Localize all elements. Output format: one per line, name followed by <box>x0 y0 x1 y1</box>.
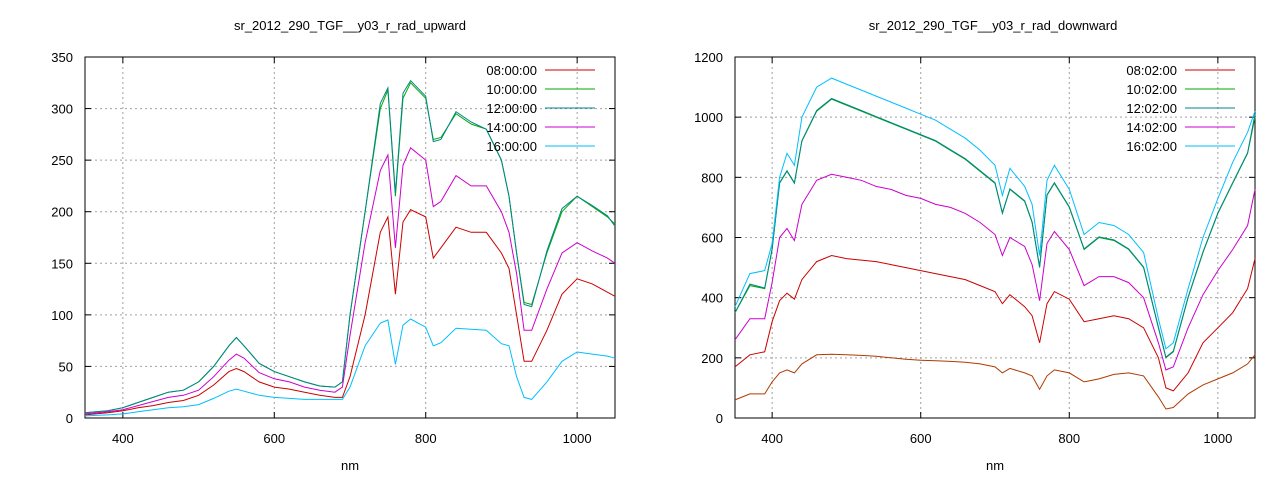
x-tick-label: 800 <box>1058 431 1080 446</box>
legend-label: 10:00:00 <box>486 82 537 97</box>
y-tick-label: 200 <box>51 205 73 220</box>
x-tick-label: 1000 <box>563 431 592 446</box>
series-line-6 <box>734 353 1256 410</box>
y-tick-label: 600 <box>701 231 723 246</box>
legend-label: 12:00:00 <box>486 101 537 116</box>
y-tick-label: 300 <box>51 102 73 117</box>
y-tick-label: 0 <box>66 411 73 426</box>
chart-title: sr_2012_290_TGF__y03_r_rad_downward <box>869 18 1118 33</box>
series-line-3 <box>734 97 1256 359</box>
x-tick-label: 800 <box>415 431 437 446</box>
x-tick-label: 400 <box>761 431 783 446</box>
x-tick-label: 1000 <box>1203 431 1232 446</box>
chart-title: sr_2012_290_TGF__y03_r_rad_upward <box>234 18 466 33</box>
series-line-2 <box>734 98 1256 359</box>
legend-label: 12:02:00 <box>1126 101 1177 116</box>
y-tick-label: 200 <box>701 351 723 366</box>
y-tick-label: 800 <box>701 170 723 185</box>
x-axis-label: nm <box>986 458 1004 473</box>
legend-label: 14:02:00 <box>1126 120 1177 135</box>
series-line-5 <box>734 77 1256 350</box>
x-tick-label: 600 <box>910 431 932 446</box>
x-axis-label: nm <box>341 458 359 473</box>
y-tick-label: 50 <box>59 359 73 374</box>
legend-label: 10:02:00 <box>1126 82 1177 97</box>
x-tick-label: 600 <box>263 431 285 446</box>
series-line-1 <box>734 254 1256 392</box>
series-line-3 <box>84 79 616 414</box>
y-tick-label: 350 <box>51 50 73 65</box>
x-tick-label: 400 <box>112 431 134 446</box>
y-tick-label: 1200 <box>694 50 723 65</box>
legend-label: 08:02:00 <box>1126 63 1177 78</box>
plot-frame <box>734 56 1256 419</box>
y-tick-label: 0 <box>716 411 723 426</box>
series-line-4 <box>734 173 1256 371</box>
series-line-4 <box>84 146 616 415</box>
y-tick-label: 250 <box>51 153 73 168</box>
y-tick-label: 150 <box>51 256 73 271</box>
y-tick-label: 1000 <box>694 110 723 125</box>
chart-1: sr_2012_290_TGF__y03_r_rad_upward 400 600 8… <box>51 18 616 473</box>
legend-label: 08:00:00 <box>486 63 537 78</box>
plot-frame <box>84 56 616 419</box>
legend-label: 16:00:00 <box>486 139 537 154</box>
y-tick-label: 400 <box>701 291 723 306</box>
series-line-5 <box>84 318 616 417</box>
legend-label: 14:00:00 <box>486 120 537 135</box>
legend-label: 16:02:00 <box>1126 139 1177 154</box>
chart-2: sr_2012_290_TGF__y03_r_rad_downward 400 60… <box>694 18 1256 473</box>
series-line-1 <box>84 209 616 416</box>
y-tick-label: 100 <box>51 308 73 323</box>
